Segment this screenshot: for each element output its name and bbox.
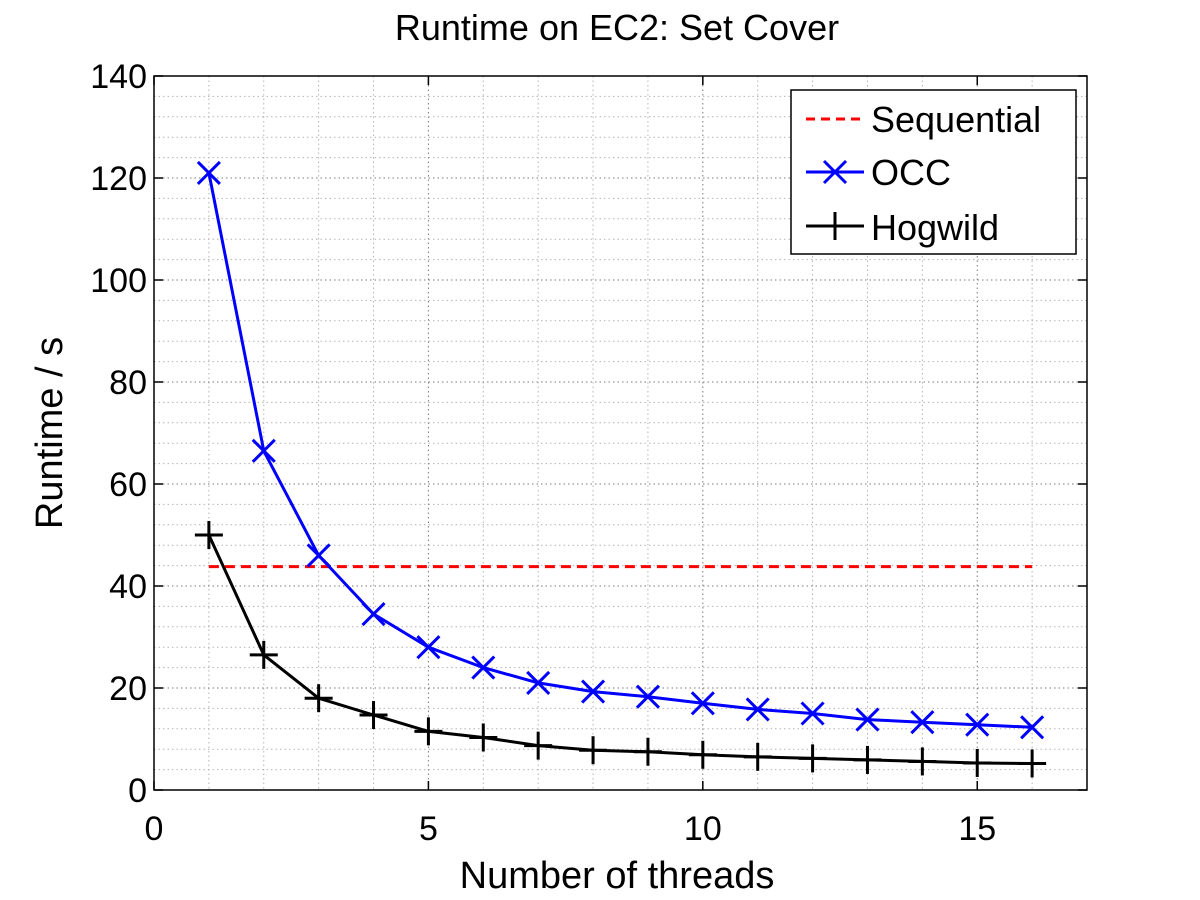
data-point-hogwild xyxy=(249,640,278,669)
data-point-hogwild xyxy=(688,740,717,769)
data-point-hogwild xyxy=(743,742,772,771)
data-point-stroke xyxy=(251,438,276,463)
data-point-hogwild xyxy=(414,717,443,746)
data-point-occ xyxy=(1020,715,1045,740)
y-tick-label: 0 xyxy=(128,772,147,810)
y-tick-label: 60 xyxy=(109,466,147,504)
grid xyxy=(153,75,1088,791)
data-point-stroke xyxy=(745,697,770,722)
data-point-hogwild xyxy=(963,748,992,777)
data-point-occ xyxy=(251,438,276,463)
y-tick-label: 40 xyxy=(109,568,147,606)
data-point-stroke xyxy=(196,160,221,185)
data-point-stroke xyxy=(580,679,606,704)
data-point-hogwild xyxy=(633,737,662,766)
y-tick-label: 80 xyxy=(109,364,147,402)
y-tick-label: 100 xyxy=(90,262,147,300)
x-tick-label: 5 xyxy=(419,810,438,848)
data-point-stroke xyxy=(965,712,990,737)
data-point-stroke xyxy=(306,543,331,568)
x-tick-label: 10 xyxy=(684,810,722,848)
data-point-stroke xyxy=(855,707,880,732)
data-point-occ xyxy=(580,679,606,704)
chart-title: Runtime on EC2: Set Cover xyxy=(395,7,839,48)
y-axis-label: Runtime / s xyxy=(29,337,71,529)
legend-label-sequential: Sequential xyxy=(871,99,1041,140)
plot-frame xyxy=(153,75,1088,791)
legend: Sequential OCC Hogwild xyxy=(790,89,1077,255)
data-point-occ xyxy=(855,707,880,732)
data-point-occ xyxy=(196,160,221,185)
x-tick-label: 15 xyxy=(958,810,996,848)
y-tick-label: 20 xyxy=(109,670,147,708)
legend-marker-hogwild xyxy=(821,212,849,240)
data-point-occ xyxy=(361,601,386,627)
data-point-hogwild xyxy=(194,521,223,549)
data-point-hogwild xyxy=(304,684,333,713)
data-point-stroke xyxy=(416,635,441,660)
series-line-occ xyxy=(207,172,1033,729)
data-point-hogwild xyxy=(469,723,498,752)
data-point-stroke xyxy=(635,684,661,709)
data-point-occ xyxy=(471,655,496,680)
legend-label-occ: OCC xyxy=(871,152,951,193)
series-line-hogwild xyxy=(207,534,1033,765)
legend-label-hogwild: Hogwild xyxy=(871,207,999,248)
data-point-hogwild xyxy=(1018,749,1047,778)
data-point-stroke xyxy=(910,710,935,735)
axis-ticks: 0 5 10 15 0 20 40 60 80 100 120 140 xyxy=(90,58,1087,848)
data-point-hogwild xyxy=(524,731,553,760)
data-point-stroke xyxy=(690,691,715,716)
data-point-stroke xyxy=(471,655,496,680)
data-point-stroke xyxy=(361,601,386,627)
data-point-occ xyxy=(416,635,441,660)
data-point-stroke xyxy=(1020,715,1045,740)
x-axis-label: Number of threads xyxy=(460,855,775,897)
data-point-hogwild xyxy=(798,744,827,773)
y-tick-label: 120 xyxy=(90,160,147,198)
data-point-occ xyxy=(965,712,990,737)
legend-marker-occ xyxy=(822,159,848,185)
data-point-hogwild xyxy=(853,745,882,774)
data-point-stroke xyxy=(526,670,551,695)
data-point-hogwild xyxy=(579,736,608,765)
x-tick-label: 0 xyxy=(145,810,164,848)
data-point-occ xyxy=(690,691,715,716)
data-point-occ xyxy=(745,697,770,722)
data-point-occ xyxy=(800,701,825,726)
data-point-occ xyxy=(910,710,935,735)
data-point-occ xyxy=(526,670,551,695)
data-point-occ xyxy=(306,543,331,568)
data-point-hogwild xyxy=(908,747,937,776)
data-point-occ xyxy=(635,684,661,709)
data-point-hogwild xyxy=(359,701,388,730)
data-point-stroke xyxy=(800,701,825,726)
y-tick-label: 140 xyxy=(90,58,147,96)
series-layer xyxy=(194,160,1047,778)
